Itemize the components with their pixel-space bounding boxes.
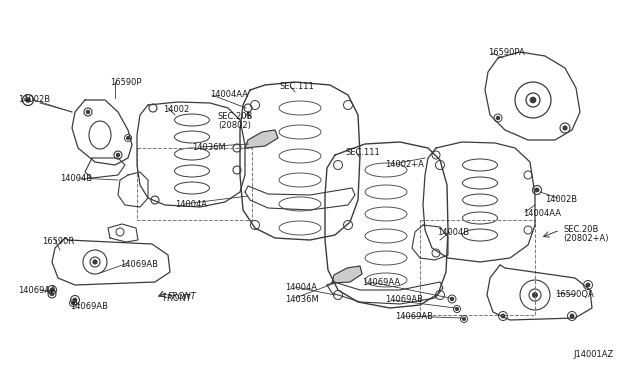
Text: 14002+A: 14002+A [385,160,424,169]
Polygon shape [245,130,278,148]
Text: 14069AA: 14069AA [18,286,56,295]
Text: 14004AA: 14004AA [523,209,561,218]
Text: 16590PA: 16590PA [488,48,525,57]
Text: 14069AA: 14069AA [362,278,400,287]
Text: SEC.20B: SEC.20B [563,225,598,234]
Text: 14036M: 14036M [192,143,226,152]
Circle shape [127,137,129,140]
Circle shape [532,293,538,297]
Text: 14004A: 14004A [175,200,207,209]
Text: 16590P: 16590P [110,78,141,87]
Circle shape [93,260,97,264]
Bar [420,220,535,315]
Text: 16590QA: 16590QA [555,290,594,299]
Circle shape [531,97,536,103]
Text: SEC.111: SEC.111 [345,148,380,157]
Text: 14004B: 14004B [60,174,92,183]
Text: 14069AB: 14069AB [395,312,433,321]
Circle shape [586,283,589,287]
Circle shape [116,154,120,157]
Text: 14002: 14002 [163,105,189,114]
Circle shape [497,116,499,119]
Text: 14069AB: 14069AB [120,260,158,269]
Circle shape [26,98,30,102]
Text: 14004AA: 14004AA [210,90,248,99]
Circle shape [570,314,573,318]
Polygon shape [332,266,362,283]
Text: J14001AZ: J14001AZ [573,350,613,359]
Text: (20802+A): (20802+A) [563,234,609,243]
Text: FRONT: FRONT [162,294,191,303]
Circle shape [463,318,465,320]
Circle shape [51,292,54,295]
Text: 14036M: 14036M [285,295,319,304]
Text: 14069AB: 14069AB [385,295,423,304]
Text: (20802): (20802) [218,121,251,130]
Text: FRONT: FRONT [168,292,196,301]
Circle shape [451,298,454,301]
Circle shape [535,188,539,192]
Text: 14004A: 14004A [285,283,317,292]
Circle shape [563,126,567,130]
Bar [137,148,252,220]
Circle shape [51,288,54,292]
Text: 16590R: 16590R [42,237,74,246]
Circle shape [501,314,505,318]
Circle shape [86,110,90,113]
Text: SEC.111: SEC.111 [280,82,315,91]
Text: 14069AB: 14069AB [70,302,108,311]
Circle shape [74,298,77,302]
Text: 14004B: 14004B [437,228,469,237]
Circle shape [72,302,74,304]
Text: SEC.20B: SEC.20B [218,112,253,121]
Circle shape [456,308,458,310]
Text: 14002B: 14002B [18,95,50,104]
Text: 14002B: 14002B [545,195,577,204]
